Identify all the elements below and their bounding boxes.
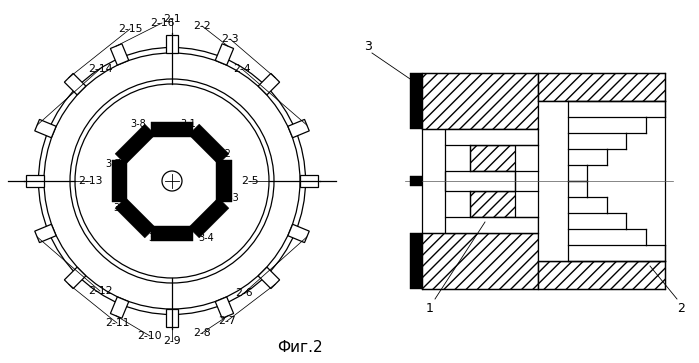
Polygon shape	[151, 225, 193, 241]
Polygon shape	[35, 224, 56, 242]
Circle shape	[44, 53, 300, 309]
Polygon shape	[151, 122, 193, 136]
Polygon shape	[26, 175, 44, 187]
Polygon shape	[258, 73, 280, 95]
Circle shape	[75, 84, 269, 278]
Polygon shape	[64, 267, 86, 289]
Text: 2-2: 2-2	[193, 21, 211, 31]
Text: 3-7: 3-7	[105, 159, 121, 169]
Bar	[538, 73, 665, 101]
Polygon shape	[288, 119, 309, 138]
Text: 2-6: 2-6	[235, 288, 253, 298]
Text: 3-5: 3-5	[148, 233, 164, 243]
Text: 1: 1	[426, 302, 434, 315]
Text: 2-13: 2-13	[78, 176, 102, 186]
Bar	[410, 233, 422, 289]
Bar	[445, 217, 538, 233]
Text: Фиг.2: Фиг.2	[278, 339, 323, 355]
Text: 2-11: 2-11	[105, 318, 129, 328]
Text: 3-2: 3-2	[215, 149, 231, 159]
Bar	[445, 129, 538, 145]
Polygon shape	[64, 73, 86, 95]
Text: 3-8: 3-8	[130, 119, 146, 129]
Text: 2-9: 2-9	[163, 336, 181, 346]
Polygon shape	[115, 197, 155, 238]
Polygon shape	[189, 197, 229, 238]
Bar	[422, 73, 538, 129]
Text: 2-4: 2-4	[233, 64, 251, 74]
Text: 2-7: 2-7	[218, 316, 236, 326]
Text: 2-8: 2-8	[193, 328, 211, 338]
Polygon shape	[115, 124, 155, 164]
Polygon shape	[215, 297, 233, 318]
Polygon shape	[110, 44, 129, 65]
Polygon shape	[215, 44, 233, 65]
Polygon shape	[217, 160, 231, 202]
Text: 3-4: 3-4	[198, 233, 214, 243]
Polygon shape	[166, 35, 178, 53]
Bar	[445, 171, 515, 191]
Bar	[410, 73, 422, 129]
Text: 3: 3	[364, 40, 372, 53]
Text: 2-5: 2-5	[241, 176, 259, 186]
Polygon shape	[110, 297, 129, 318]
Polygon shape	[300, 175, 318, 187]
Text: 2-3: 2-3	[221, 34, 239, 44]
Bar	[410, 176, 422, 186]
Bar	[470, 145, 515, 171]
Circle shape	[70, 79, 274, 283]
Bar	[538, 261, 665, 289]
Text: 2-12: 2-12	[88, 286, 113, 296]
Bar	[470, 191, 515, 217]
Polygon shape	[35, 119, 56, 138]
Text: 2-10: 2-10	[138, 331, 162, 341]
Text: 2-1: 2-1	[163, 14, 181, 24]
Text: 3-1: 3-1	[180, 119, 196, 129]
Polygon shape	[189, 124, 229, 164]
Polygon shape	[288, 224, 309, 242]
Text: 3-3: 3-3	[223, 193, 239, 203]
Text: 2: 2	[677, 302, 685, 315]
Text: 2-15: 2-15	[117, 24, 143, 34]
Bar	[422, 233, 538, 289]
Text: 2-16: 2-16	[150, 18, 174, 28]
Text: 2-14: 2-14	[88, 64, 113, 74]
Polygon shape	[258, 267, 280, 289]
Polygon shape	[166, 309, 178, 327]
Text: 3-6: 3-6	[113, 203, 129, 213]
Bar	[538, 101, 665, 261]
Polygon shape	[113, 160, 127, 202]
